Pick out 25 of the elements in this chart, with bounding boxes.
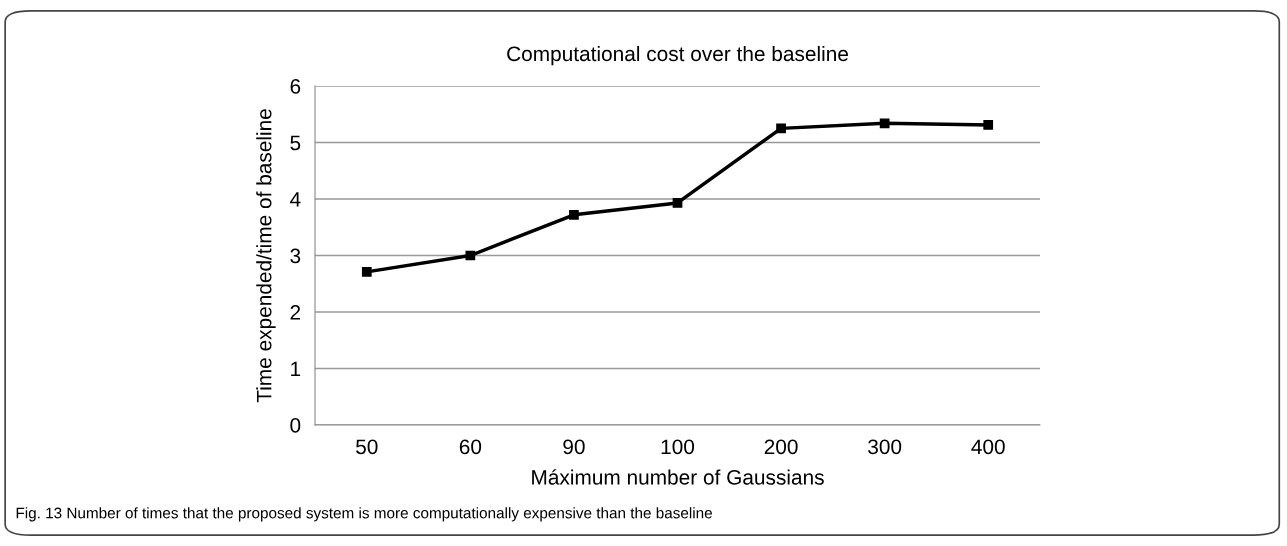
y-tick-label: 2	[290, 305, 301, 320]
y-tick-label: 1	[291, 361, 301, 377]
y-tick-label: 3	[290, 248, 301, 264]
y-axis-title: Time expended/time of baseline	[256, 109, 276, 403]
point	[569, 209, 579, 220]
point	[465, 250, 476, 261]
x-tick-label: 100	[661, 439, 695, 455]
chart-title: Computational cost over the baseline	[507, 45, 848, 66]
x-tick-label: 200	[764, 439, 798, 455]
point	[672, 198, 683, 208]
x-axis-title: Máximum number of Gaussians	[532, 469, 824, 485]
point	[776, 123, 786, 134]
y-tick-label: 0	[290, 418, 301, 433]
x-tick-label: 60	[459, 439, 482, 455]
x-tick-label: 50	[356, 439, 378, 455]
point	[983, 120, 994, 130]
x-tick-label: 90	[563, 439, 585, 455]
y-tick-label: 5	[290, 135, 301, 151]
point	[361, 267, 372, 277]
x-tick-label: 400	[971, 439, 1005, 455]
y-tick-label: 6	[290, 79, 301, 94]
caption: Fig. 13 Number of times that the proposed system is more computationally expensive than the baseline	[16, 507, 712, 522]
point	[879, 118, 890, 129]
x-tick-label: 300	[868, 439, 902, 455]
y-tick-label: 4	[290, 192, 301, 207]
